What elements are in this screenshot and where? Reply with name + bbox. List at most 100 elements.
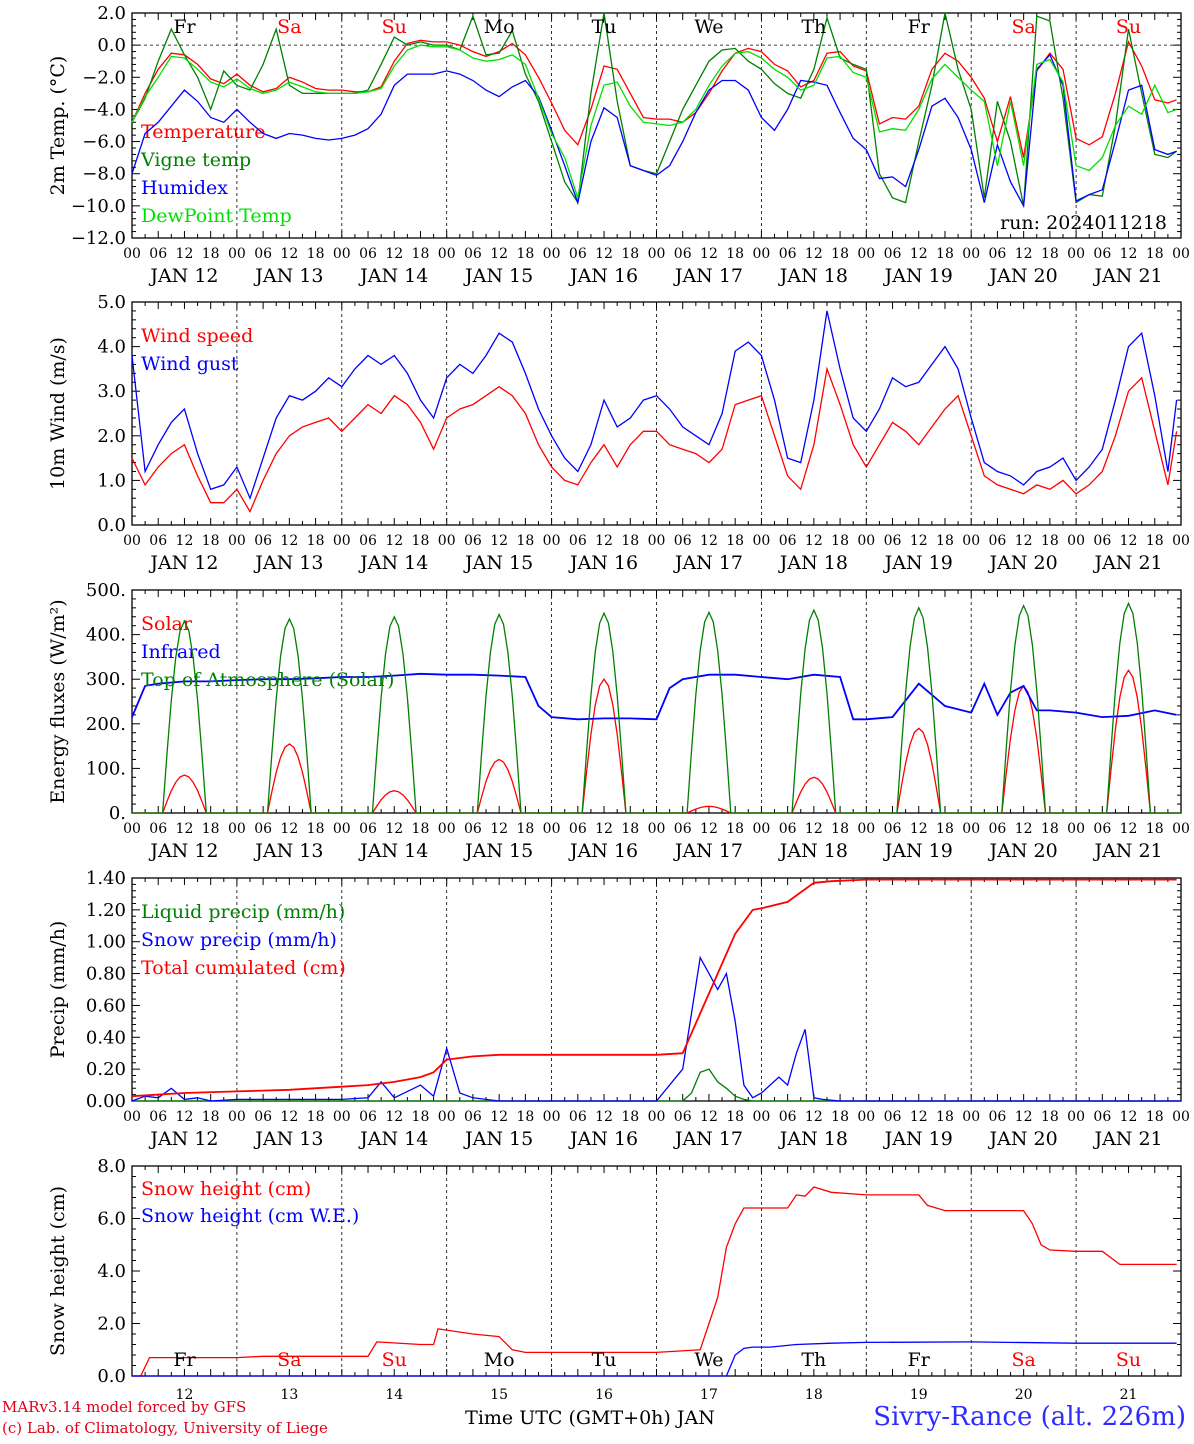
snow-series-line: [132, 1186, 1177, 1377]
wind-series-line: [131, 366, 1178, 514]
wind-hour-label: 12: [700, 533, 718, 549]
temp-hour-label: 00: [438, 246, 456, 262]
precip-hour-label: 12: [910, 1109, 928, 1125]
wind-hour-label: 06: [989, 533, 1007, 549]
weekday-label-bottom: Sa: [1011, 1349, 1035, 1371]
temp-ytick-label: 0.0: [97, 35, 126, 56]
day-number-label: 20: [1015, 1387, 1033, 1403]
wind-date-label: JAN 12: [148, 552, 218, 574]
precip-date-label: JAN 21: [1092, 1128, 1162, 1150]
energy-date-label: JAN 19: [883, 840, 953, 862]
snow-ytick-label: 2.0: [97, 1314, 126, 1335]
weekday-label-top: Sa: [1011, 16, 1035, 38]
temp-date-label: JAN 21: [1092, 265, 1162, 287]
precip-hour-label: 18: [726, 1109, 744, 1125]
wind-hour-label: 12: [1015, 533, 1033, 549]
temp-hour-label: 12: [176, 246, 194, 262]
wind-hour-label: 18: [726, 533, 744, 549]
wind-hour-label: 06: [359, 533, 377, 549]
temp-hour-label: 18: [516, 246, 534, 262]
precip-hour-label: 06: [1093, 1109, 1111, 1125]
energy-hour-label: 12: [280, 821, 298, 837]
energy-hour-label: 12: [1015, 821, 1033, 837]
precip-hour-label: 00: [1067, 1109, 1085, 1125]
temp-hour-label: 00: [648, 246, 666, 262]
precip-date-label: JAN 15: [463, 1128, 533, 1150]
precip-hour-label: 06: [674, 1109, 692, 1125]
temp-series-line: [131, 53, 1177, 209]
energy-hour-label: 00: [857, 821, 875, 837]
weekday-label-bottom: Fr: [908, 1349, 931, 1371]
wind-hour-label: 06: [254, 533, 272, 549]
energy-hour-label: 00: [333, 821, 351, 837]
energy-ytick-label: 0.: [109, 803, 126, 824]
wind-legend-label: Wind speed: [141, 325, 253, 347]
temp-hour-label: 18: [412, 246, 430, 262]
wind-date-label: JAN 14: [358, 552, 428, 574]
temp-hour-label: 12: [1015, 246, 1033, 262]
precip-hour-label: 12: [595, 1109, 613, 1125]
precip-hour-label: 00: [648, 1109, 666, 1125]
precip-ytick-label: 1.20: [86, 900, 126, 921]
temp-ytick-label: 2.0: [97, 3, 126, 24]
precip-ylabel: Precip (mm/h): [47, 921, 69, 1059]
precip-hour-label: 00: [123, 1109, 141, 1125]
precip-hour-label: 18: [936, 1109, 954, 1125]
weekday-label-bottom: Su: [382, 1349, 407, 1371]
energy-hour-label: 00: [962, 821, 980, 837]
energy-hour-label: 12: [490, 821, 508, 837]
day-number-label: 12: [176, 1387, 194, 1403]
wind-date-label: JAN 16: [568, 552, 638, 574]
energy-hour-label: 12: [910, 821, 928, 837]
temp-hour-label: 06: [884, 246, 902, 262]
precip-hour-label: 00: [857, 1109, 875, 1125]
wind-hour-label: 00: [333, 533, 351, 549]
energy-hour-label: 00: [438, 821, 456, 837]
wind-date-label: JAN 13: [253, 552, 323, 574]
wind-hour-label: 00: [857, 533, 875, 549]
temp-hour-label: 06: [359, 246, 377, 262]
wind-hour-label: 18: [202, 533, 220, 549]
precip-ytick-label: 0.00: [86, 1091, 126, 1112]
precip-hour-label: 12: [1015, 1109, 1033, 1125]
temp-hour-label: 12: [805, 246, 823, 262]
wind-hour-label: 12: [280, 533, 298, 549]
temp-hour-label: 12: [700, 246, 718, 262]
precip-hour-label: 00: [333, 1109, 351, 1125]
temp-date-label: JAN 17: [673, 265, 743, 287]
energy-hour-label: 18: [831, 821, 849, 837]
energy-hour-label: 06: [1093, 821, 1111, 837]
precip-hour-label: 18: [412, 1109, 430, 1125]
precip-ytick-label: 0.60: [86, 995, 126, 1016]
wind-hour-label: 06: [149, 533, 167, 549]
weekday-label-bottom: Tu: [592, 1349, 617, 1371]
precip-hour-label: 00: [752, 1109, 770, 1125]
energy-frame: [131, 589, 1182, 814]
wind-hour-label: 18: [1041, 533, 1059, 549]
wind-hour-label: 18: [1146, 533, 1164, 549]
precip-date-label: JAN 17: [673, 1128, 743, 1150]
temp-hour-label: 06: [149, 246, 167, 262]
energy-hour-label: 06: [464, 821, 482, 837]
energy-hour-label: 12: [176, 821, 194, 837]
energy-ytick-label: 400.: [86, 625, 126, 646]
precip-hour-label: 00: [962, 1109, 980, 1125]
temp-hour-label: 00: [857, 246, 875, 262]
weekday-label-bottom: We: [694, 1349, 723, 1371]
precip-hour-label: 06: [149, 1109, 167, 1125]
day-number-label: 21: [1120, 1387, 1138, 1403]
temp-ytick-label: −6.0: [82, 132, 126, 153]
wind-hour-label: 12: [176, 533, 194, 549]
temp-date-label: JAN 18: [778, 265, 848, 287]
precip-hour-label: 18: [307, 1109, 325, 1125]
energy-hour-label: 12: [805, 821, 823, 837]
temp-date-label: JAN 19: [883, 265, 953, 287]
energy-date-label: JAN 21: [1092, 840, 1162, 862]
day-number-label: 15: [490, 1387, 508, 1403]
snow-ytick-label: 8.0: [97, 1156, 126, 1177]
wind-date-label: JAN 21: [1092, 552, 1162, 574]
precip-legend-label: Total cumulated (cm): [141, 957, 346, 979]
energy-hour-label: 18: [202, 821, 220, 837]
energy-date-label: JAN 20: [988, 840, 1058, 862]
